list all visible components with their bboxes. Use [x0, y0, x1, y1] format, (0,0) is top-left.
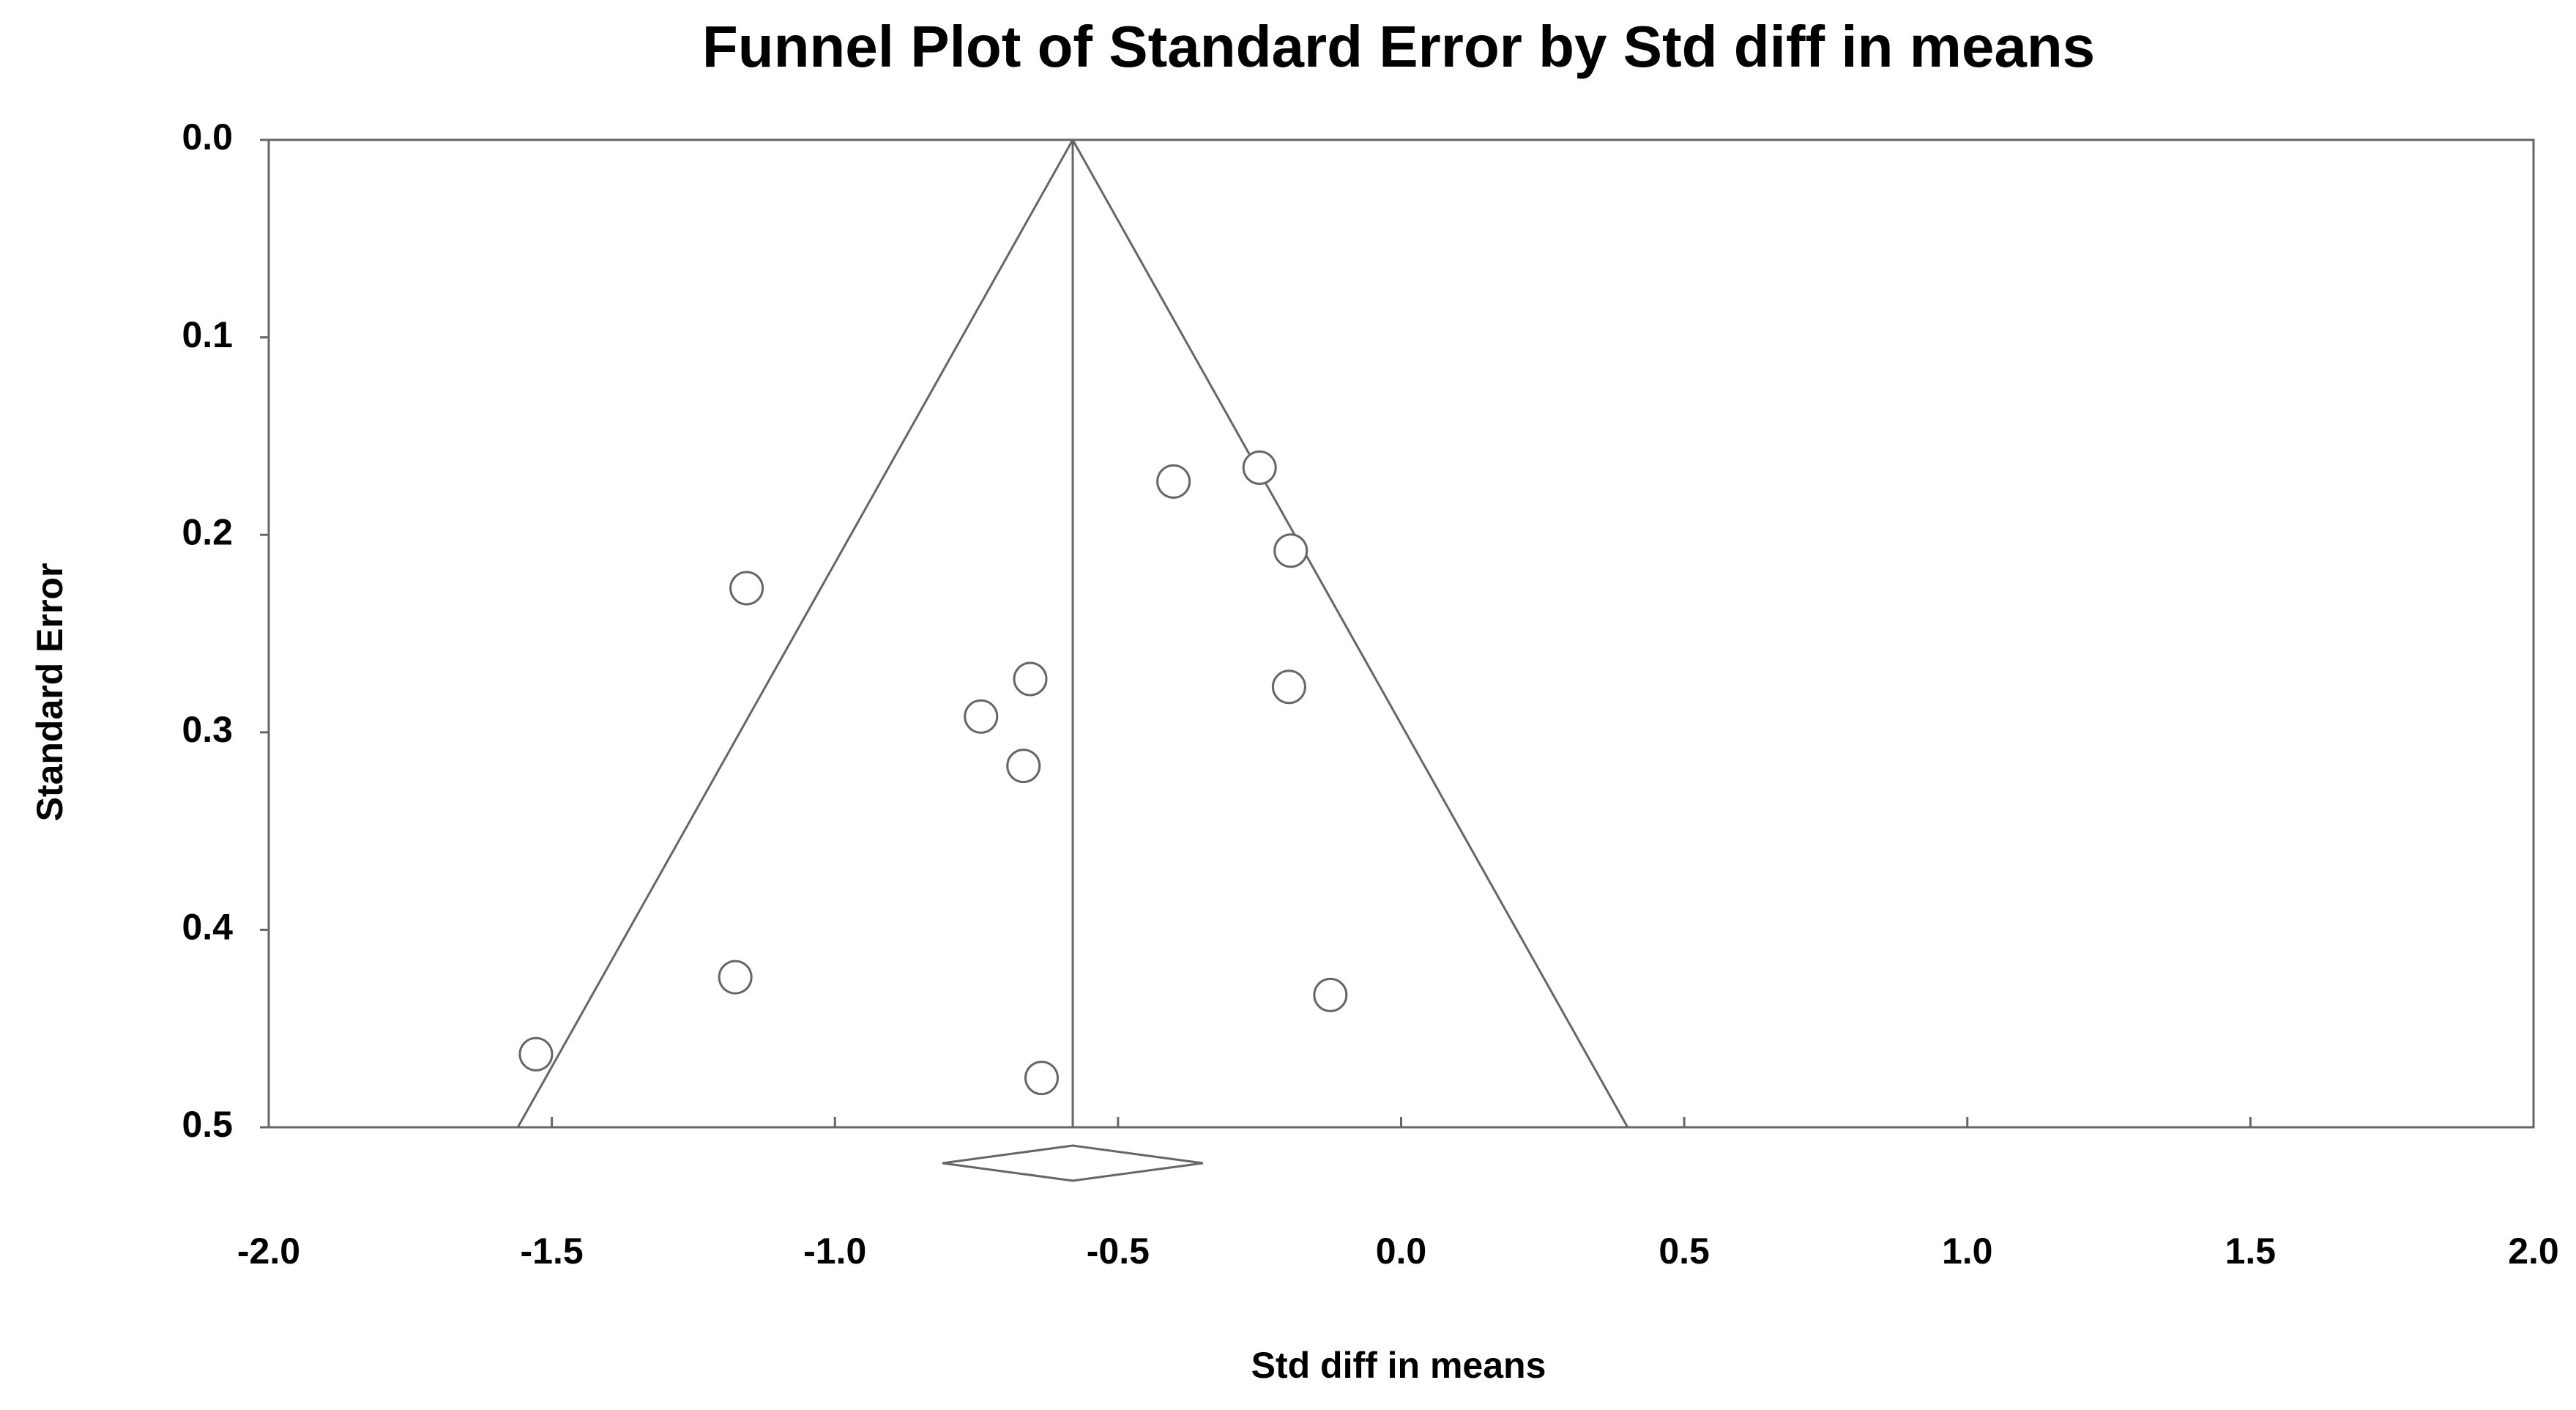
y-axis-label: Standard Error — [29, 563, 70, 822]
study-point — [1024, 1061, 1059, 1096]
study-point — [1006, 749, 1041, 784]
x-tick-label: -1.0 — [803, 1231, 866, 1272]
y-tick-label: 0.2 — [182, 511, 233, 552]
study-point — [518, 1036, 554, 1072]
x-tick-label: 0.5 — [1659, 1231, 1710, 1272]
x-tick-label: 2.0 — [2508, 1231, 2559, 1272]
study-point — [1242, 450, 1277, 486]
x-tick-label: 1.5 — [2225, 1231, 2277, 1272]
funnel-right — [1071, 139, 1629, 1128]
study-point — [1271, 669, 1306, 705]
study-point — [718, 960, 753, 995]
x-tick-label: -1.5 — [521, 1231, 584, 1272]
summary-diamond — [942, 1144, 1204, 1182]
study-point — [1013, 661, 1048, 697]
y-tick-label: 0.1 — [182, 314, 233, 355]
study-point — [1313, 977, 1348, 1012]
x-axis-label: Std diff in means — [1251, 1345, 1546, 1386]
y-tick-label: 0.0 — [182, 116, 233, 157]
study-point — [1273, 533, 1309, 568]
x-tick-label: -0.5 — [1087, 1231, 1150, 1272]
y-tick-label: 0.3 — [182, 709, 233, 750]
funnel-left — [516, 139, 1074, 1128]
x-tick-label: -2.0 — [237, 1231, 300, 1272]
study-point — [729, 571, 764, 606]
y-tick-label: 0.5 — [182, 1104, 233, 1145]
chart-title: Funnel Plot of Standard Error by Std dif… — [702, 14, 2095, 79]
x-tick-label: 0.0 — [1376, 1231, 1427, 1272]
x-tick-label: 1.0 — [1942, 1231, 1993, 1272]
study-point — [1156, 464, 1191, 499]
study-point — [964, 699, 999, 734]
y-tick-label: 0.4 — [182, 907, 233, 948]
